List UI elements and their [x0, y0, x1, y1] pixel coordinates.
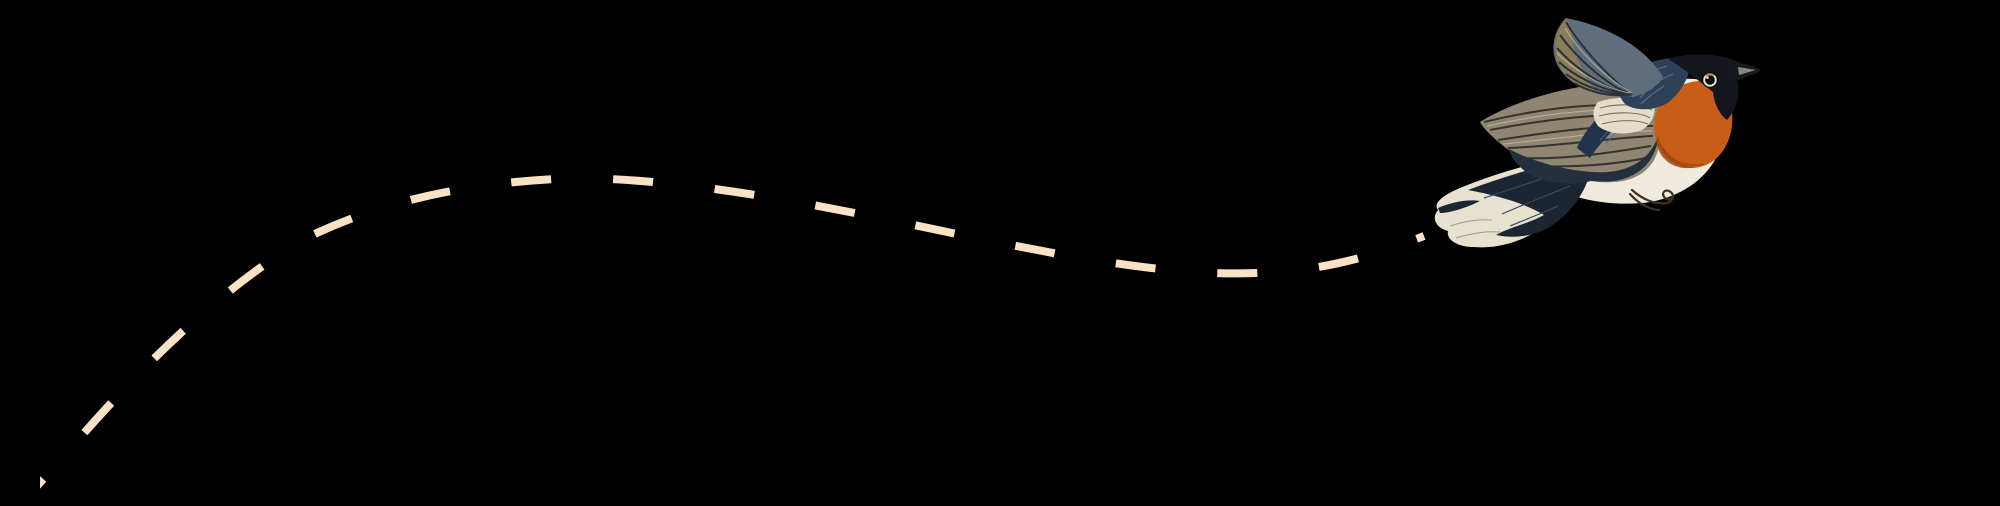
swallow-illustration: [1434, 18, 1761, 248]
bird-raised-wing: [1553, 18, 1663, 97]
bird-feet: [1628, 188, 1675, 212]
tail-tip-lines: [1449, 219, 1501, 239]
flight-path-canvas: [40, 173, 1426, 489]
raised-wing-highlights: [1556, 27, 1633, 94]
bird-breast: [1654, 80, 1733, 169]
breast-shadow-rim: [1662, 147, 1705, 166]
flight-path-trail: [40, 173, 1426, 489]
decorative-hero-scene: [40, 16, 2000, 490]
beak-pale-stripe: [1738, 67, 1756, 75]
eye-amber-arc: [1705, 73, 1715, 77]
bird-eye: [1702, 72, 1718, 88]
bird-beak: [1733, 63, 1761, 81]
eye-highlight: [1706, 76, 1709, 79]
